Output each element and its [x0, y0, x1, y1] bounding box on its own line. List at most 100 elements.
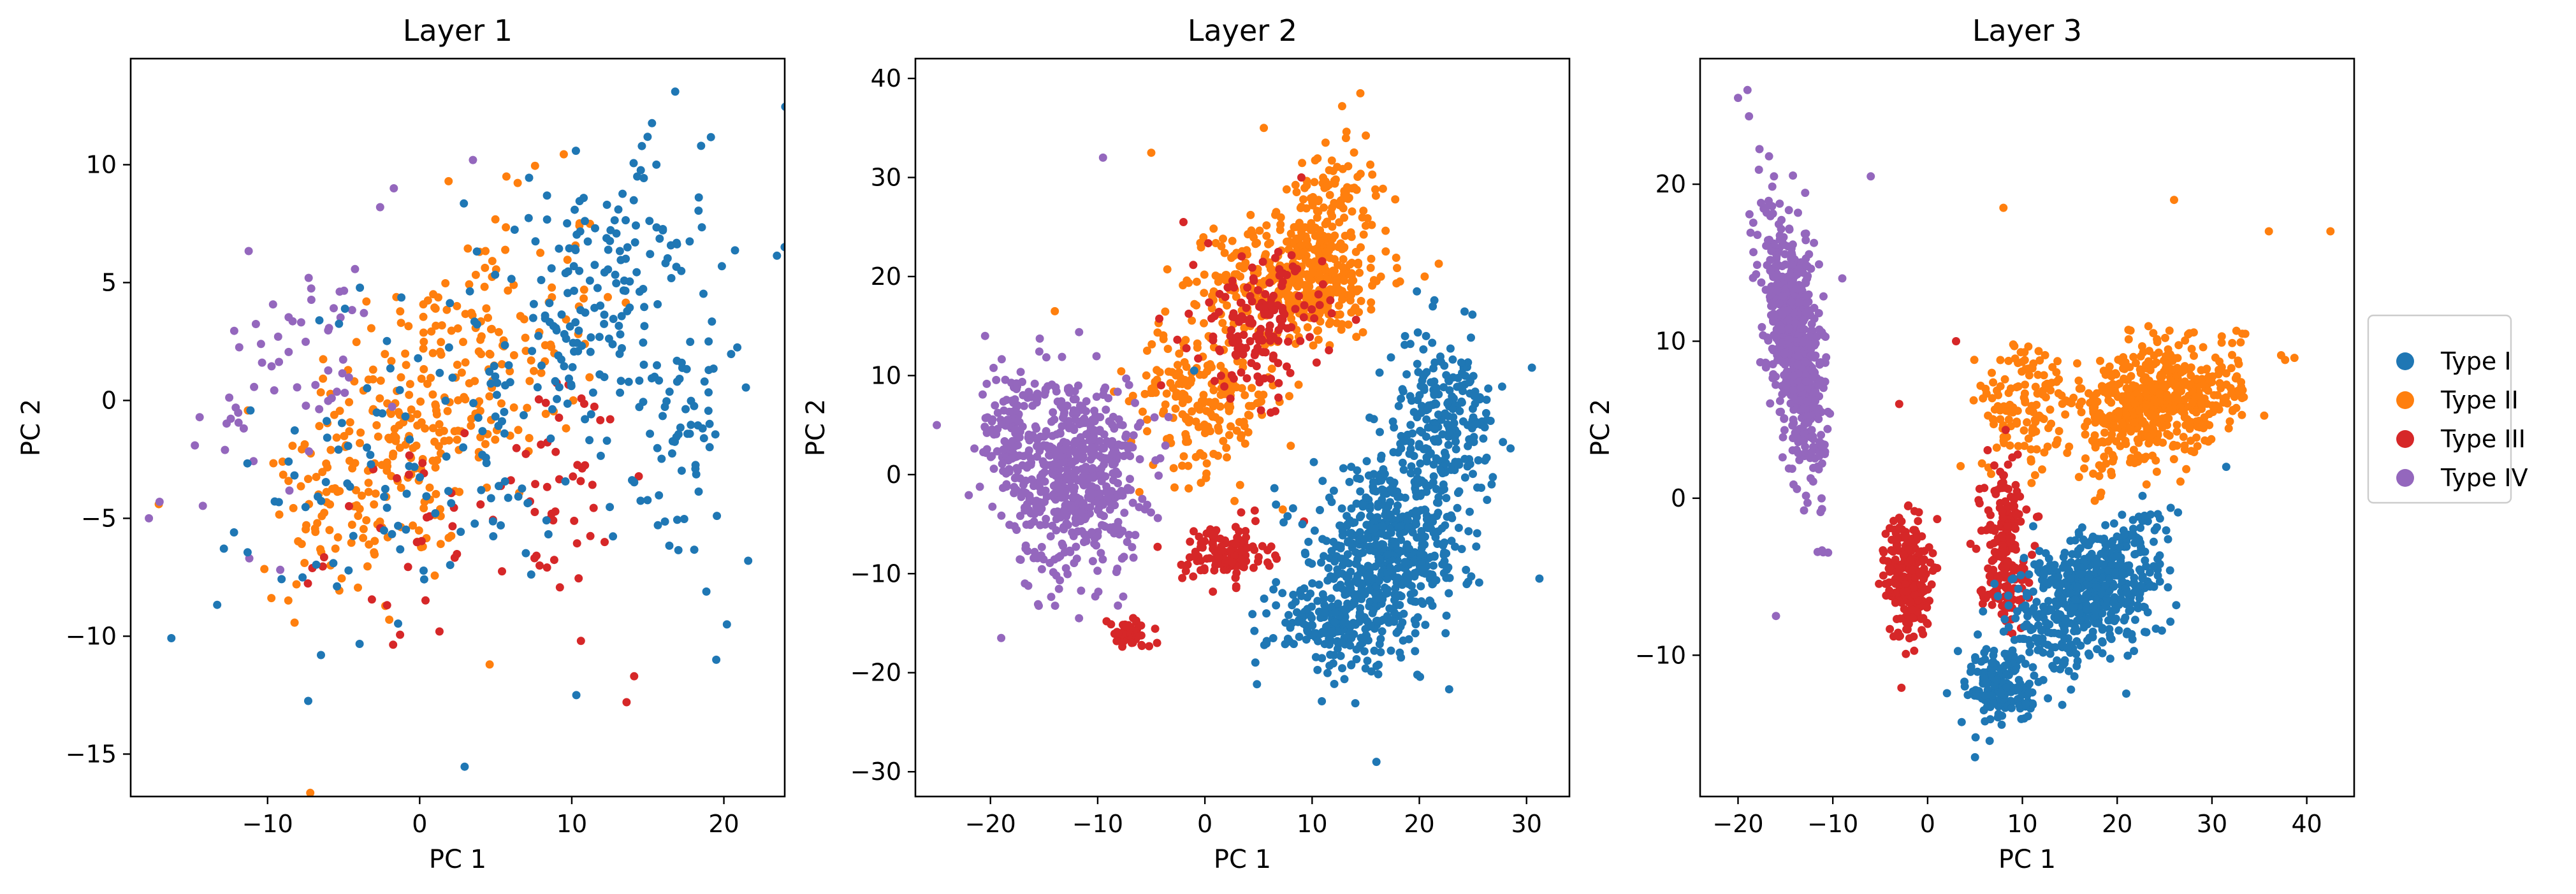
data-point — [1117, 367, 1126, 376]
data-point — [1215, 289, 1224, 298]
data-point — [1394, 401, 1403, 410]
data-point — [316, 545, 324, 554]
data-point — [1295, 219, 1304, 227]
data-point — [337, 574, 346, 583]
data-point — [1363, 656, 1372, 665]
data-point — [1251, 658, 1260, 667]
data-point — [460, 199, 469, 208]
data-point — [542, 516, 551, 525]
data-point — [1277, 282, 1286, 291]
x-tick-label: 0 — [412, 810, 427, 838]
data-point — [1369, 478, 1378, 487]
data-point — [1810, 238, 1819, 247]
data-point — [727, 350, 736, 359]
data-point — [1219, 234, 1227, 243]
data-point — [1192, 277, 1201, 286]
data-point — [422, 492, 431, 501]
data-point — [1190, 552, 1199, 561]
data-point — [1323, 289, 1332, 298]
data-point — [1172, 392, 1180, 401]
data-point — [525, 173, 534, 182]
data-point — [1070, 483, 1079, 492]
data-point — [354, 583, 362, 592]
data-point — [1002, 482, 1011, 491]
data-point — [1060, 445, 1069, 454]
data-point — [560, 329, 569, 338]
data-point — [1262, 231, 1271, 240]
data-point — [2199, 343, 2208, 352]
data-point — [555, 383, 564, 392]
data-point — [1446, 465, 1455, 474]
data-point — [569, 262, 578, 271]
data-point — [234, 418, 243, 427]
data-point — [344, 373, 353, 382]
data-point — [1366, 263, 1375, 272]
data-point — [2142, 480, 2151, 489]
data-point — [1207, 363, 1216, 371]
data-point — [1442, 549, 1451, 558]
data-point — [431, 304, 440, 313]
data-point — [1181, 566, 1190, 575]
data-point — [405, 451, 414, 460]
data-point — [1286, 623, 1295, 632]
data-point — [2179, 433, 2188, 442]
data-point — [1173, 361, 1182, 370]
data-point — [1381, 247, 1390, 256]
data-point — [530, 161, 539, 170]
series-type-iii — [1102, 173, 1360, 651]
data-point — [1464, 527, 1473, 536]
data-point — [1801, 448, 1810, 457]
data-point — [1987, 470, 1995, 479]
data-point — [1175, 349, 1184, 358]
data-point — [243, 548, 252, 557]
data-point — [1278, 589, 1287, 598]
data-point — [1061, 564, 1070, 573]
data-point — [356, 284, 365, 292]
data-point — [2236, 338, 2245, 347]
data-point — [290, 426, 299, 435]
data-point — [2102, 368, 2111, 377]
data-point — [1063, 474, 1072, 483]
data-point — [381, 350, 389, 359]
data-point — [243, 459, 252, 468]
data-point — [307, 296, 316, 304]
data-point — [1506, 444, 1515, 453]
data-point — [1764, 336, 1773, 345]
data-point — [580, 400, 588, 408]
data-point — [639, 174, 648, 182]
data-point — [987, 417, 996, 426]
data-point — [1254, 285, 1262, 294]
data-point — [586, 531, 595, 540]
data-point — [653, 361, 661, 370]
data-point — [167, 634, 176, 642]
data-point — [1355, 285, 1364, 294]
data-point — [2073, 359, 2081, 368]
data-point — [437, 350, 446, 359]
data-point — [1801, 491, 1810, 500]
data-point — [1033, 600, 1042, 609]
data-point — [1464, 442, 1473, 451]
data-point — [1414, 479, 1423, 487]
data-point — [481, 453, 490, 462]
data-point — [2046, 386, 2055, 394]
data-point — [1244, 428, 1253, 436]
data-point — [706, 133, 715, 141]
data-point — [1108, 450, 1117, 458]
data-point — [521, 549, 530, 558]
data-point — [1223, 301, 1232, 310]
data-point — [1306, 226, 1315, 234]
data-point — [1815, 260, 1823, 269]
data-point — [2205, 410, 2214, 419]
data-point — [1058, 352, 1066, 361]
data-point — [504, 493, 513, 502]
data-point — [1990, 420, 1998, 429]
data-point — [2029, 402, 2038, 411]
data-point — [1161, 400, 1170, 409]
data-point — [1757, 278, 1766, 287]
data-point — [1321, 138, 1330, 147]
data-point — [1468, 310, 1477, 319]
data-point — [1082, 513, 1090, 521]
data-point — [1399, 609, 1408, 618]
data-point — [1214, 426, 1223, 435]
data-point — [2095, 461, 2104, 470]
